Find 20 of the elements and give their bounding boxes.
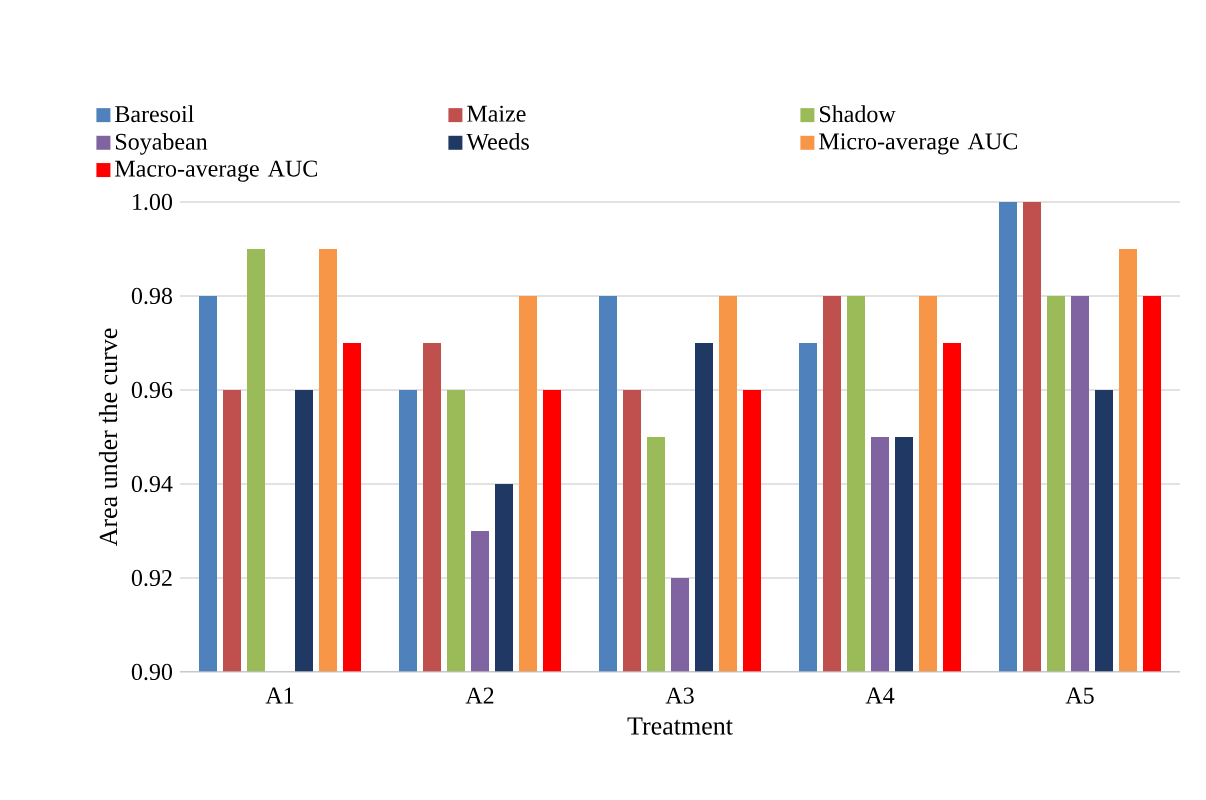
- legend-label: Maize: [467, 105, 526, 122]
- legend-label: Soyabean: [116, 132, 208, 155]
- y-tick-label: 0.92: [131, 569, 172, 587]
- y-tick-label: 1.00: [133, 193, 173, 211]
- y-tick-label: 0.98: [131, 287, 173, 305]
- legend-label: Weeds: [466, 132, 529, 150]
- legend-label: Baresoil: [115, 105, 194, 123]
- x-tick-label: A5: [1065, 687, 1094, 704]
- x-tick-label: A3: [665, 687, 694, 704]
- legend-label: Macro-average AUC: [115, 160, 317, 182]
- y-axis-title: Area under the curve: [98, 328, 118, 547]
- legend-label: Micro-average AUC: [819, 133, 1017, 155]
- y-tick-label: 0.90: [131, 663, 173, 681]
- y-tick-label: 0.94: [131, 475, 173, 493]
- legend-label: Shadow: [820, 105, 896, 123]
- x-tick-label: A4: [865, 687, 895, 704]
- x-axis-title: Treatment: [627, 717, 733, 735]
- x-tick-label: A2: [465, 687, 494, 704]
- y-tick-label: 0.96: [131, 381, 173, 399]
- x-tick-label: A1: [265, 687, 294, 704]
